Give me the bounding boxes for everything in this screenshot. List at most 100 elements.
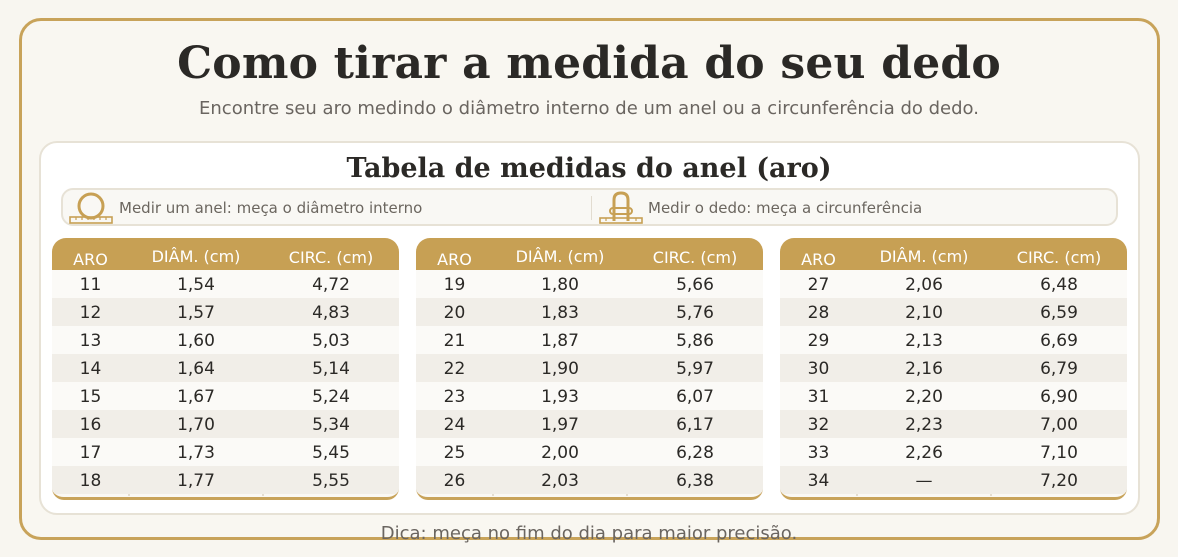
circ-cell: 5,03 [312, 331, 350, 351]
table-row: 29 2,13 6,69 [780, 326, 1127, 354]
diam-cell: 1,57 [177, 303, 215, 323]
aro-cell: 17 [79, 443, 102, 463]
col-aro-header: ARO [73, 250, 108, 269]
diam-cell: 1,93 [541, 387, 579, 407]
page-subtitle: Encontre seu aro medindo o diâmetro inte… [199, 98, 979, 119]
aro-cell: 31 [807, 387, 830, 407]
diam-cell: 1,77 [177, 471, 215, 491]
diam-cell: 1,70 [177, 415, 215, 435]
table-row: 22 1,90 5,97 [416, 354, 763, 382]
table-row: 15 1,67 5,24 [52, 382, 399, 410]
col-diam-header: DIÂM. (cm) [879, 247, 969, 266]
col-diam-header: DIÂM. (cm) [515, 247, 605, 266]
diam-cell: 2,26 [905, 443, 943, 463]
table-body: 27 2,06 6,48 28 2,10 6,59 29 2,13 6,69 30 2,16 6… [780, 270, 1127, 494]
circ-cell: 7,10 [1040, 443, 1078, 463]
finger-ruler-icon [597, 191, 645, 229]
table-row: 11 1,54 4,72 [52, 270, 399, 298]
table-row: 12 1,57 4,83 [52, 298, 399, 326]
circ-cell: 6,69 [1040, 331, 1078, 351]
table-row: 32 2,23 7,00 [780, 410, 1127, 438]
table-row: 19 1,80 5,66 [416, 270, 763, 298]
table-row: 25 2,00 6,28 [416, 438, 763, 466]
aro-cell: 32 [807, 415, 830, 435]
page-title: Como tirar a medida do seu dedo [177, 38, 1001, 89]
table-row: 31 2,20 6,90 [780, 382, 1127, 410]
table-row: 14 1,64 5,14 [52, 354, 399, 382]
instruction-divider [591, 196, 592, 220]
aro-cell: 25 [443, 443, 466, 463]
circ-cell: 6,48 [1040, 275, 1078, 295]
diam-cell: 1,54 [177, 275, 215, 295]
aro-cell: 23 [443, 387, 466, 407]
circ-cell: 7,00 [1040, 415, 1078, 435]
aro-cell: 18 [79, 471, 102, 491]
col-aro-header: ARO [801, 250, 836, 269]
aro-cell: 13 [79, 331, 102, 351]
table-header: ARO DIÂM. (cm) CIRC. (cm) [780, 238, 1127, 270]
table-row: 13 1,60 5,03 [52, 326, 399, 354]
diam-cell: 1,87 [541, 331, 579, 351]
circ-cell: 5,14 [312, 359, 350, 379]
circ-cell: 5,66 [676, 275, 714, 295]
table-row: 33 2,26 7,10 [780, 438, 1127, 466]
col-diam-header: DIÂM. (cm) [151, 247, 241, 266]
card-title: Tabela de medidas do anel (aro) [346, 153, 832, 184]
table-row: 18 1,77 5,55 [52, 466, 399, 494]
aro-cell: 16 [79, 415, 102, 435]
diam-cell: 2,10 [905, 303, 943, 323]
diam-cell: 1,60 [177, 331, 215, 351]
aro-cell: 20 [443, 303, 466, 323]
table-body: 19 1,80 5,66 20 1,83 5,76 21 1,87 5,86 22 1,90 5… [416, 270, 763, 494]
table-row: 23 1,93 6,07 [416, 382, 763, 410]
aro-cell: 27 [807, 275, 830, 295]
table-header: ARO DIÂM. (cm) CIRC. (cm) [416, 238, 763, 270]
size-table-3: ARO DIÂM. (cm) CIRC. (cm) 27 2,06 6,48 28 2… [780, 238, 1127, 500]
table-row: 20 1,83 5,76 [416, 298, 763, 326]
table-row: 26 2,03 6,38 [416, 466, 763, 494]
table-body: 11 1,54 4,72 12 1,57 4,83 13 1,60 5,03 14 1,64 5… [52, 270, 399, 494]
circ-cell: 6,79 [1040, 359, 1078, 379]
circ-cell: 5,97 [676, 359, 714, 379]
aro-cell: 30 [807, 359, 830, 379]
circ-cell: 5,55 [312, 471, 350, 491]
circ-cell: 6,59 [1040, 303, 1078, 323]
aro-cell: 26 [443, 471, 466, 491]
aro-cell: 28 [807, 303, 830, 323]
circ-cell: 4,83 [312, 303, 350, 323]
circ-cell: 7,20 [1040, 471, 1078, 491]
col-circ-header: CIRC. (cm) [288, 248, 374, 267]
diam-cell: 2,13 [905, 331, 943, 351]
circ-cell: 5,45 [312, 443, 350, 463]
size-table-2: ARO DIÂM. (cm) CIRC. (cm) 19 1,80 5,66 20 1… [416, 238, 763, 500]
footer-tip: Dica: meça no fim do dia para maior prec… [380, 523, 798, 544]
diam-cell: 1,83 [541, 303, 579, 323]
diam-cell: 1,97 [541, 415, 579, 435]
table-header: ARO DIÂM. (cm) CIRC. (cm) [52, 238, 399, 270]
aro-cell: 22 [443, 359, 466, 379]
diam-cell: 2,06 [905, 275, 943, 295]
diam-cell: 1,67 [177, 387, 215, 407]
instructions-bar: Medir um anel: meça o diâmetro interno M… [61, 188, 1118, 226]
circ-cell: 5,34 [312, 415, 350, 435]
table-row: 27 2,06 6,48 [780, 270, 1127, 298]
aro-cell: 33 [807, 443, 830, 463]
circ-cell: 4,72 [312, 275, 350, 295]
instruction-finger-text: Medir o dedo: meça a circunferência [648, 199, 923, 217]
circ-cell: 5,86 [676, 331, 714, 351]
diam-cell: 2,00 [541, 443, 579, 463]
aro-cell: 14 [79, 359, 102, 379]
diam-cell: 1,80 [541, 275, 579, 295]
table-row: 17 1,73 5,45 [52, 438, 399, 466]
diam-cell: 2,23 [905, 415, 943, 435]
col-aro-header: ARO [437, 250, 472, 269]
size-table-1: ARO DIÂM. (cm) CIRC. (cm) 11 1,54 4,72 12 1… [52, 238, 399, 500]
aro-cell: 29 [807, 331, 830, 351]
col-circ-header: CIRC. (cm) [652, 248, 738, 267]
aro-cell: 19 [443, 275, 466, 295]
aro-cell: 21 [443, 331, 466, 351]
circ-cell: 6,38 [676, 471, 714, 491]
aro-cell: 15 [79, 387, 102, 407]
aro-cell: 12 [79, 303, 102, 323]
diam-cell: 2,03 [541, 471, 579, 491]
